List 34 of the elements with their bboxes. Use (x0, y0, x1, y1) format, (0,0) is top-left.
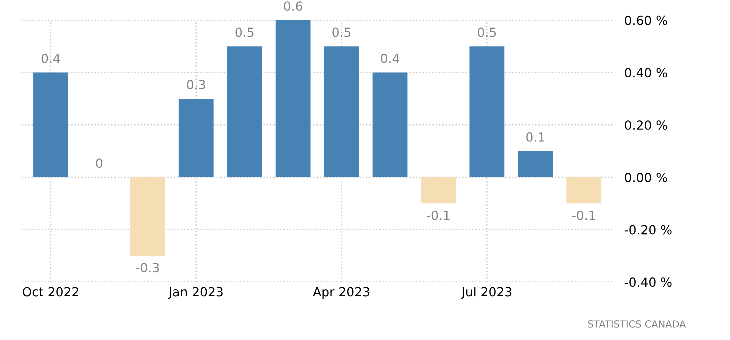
bar (178, 98, 214, 178)
data-label: 0 (96, 158, 103, 168)
data-label: 0.6 (284, 2, 302, 12)
data-label: 0.5 (332, 28, 351, 38)
bar (372, 72, 408, 178)
y-tick-label: 0.00 % (625, 172, 668, 182)
y-tick-label: 0.40 % (625, 68, 668, 78)
data-label: -0.1 (572, 210, 596, 220)
y-tick-label: -0.20 % (624, 225, 672, 235)
data-label: 0.1 (526, 132, 544, 142)
data-label: 0.3 (187, 80, 206, 90)
bar (518, 151, 554, 178)
x-tick-label: Jan 2023 (168, 287, 223, 300)
x-tick-label: Apr 2023 (313, 287, 370, 300)
bar (276, 20, 311, 178)
data-label: 0.5 (236, 28, 254, 38)
text: STATISTICS CANADA (588, 320, 686, 328)
bar (324, 46, 360, 178)
data-label: 0.4 (381, 54, 400, 64)
bar (470, 46, 505, 178)
data-label: 0.4 (42, 54, 60, 64)
y-tick-label: 0.60 % (625, 16, 668, 26)
bar (421, 177, 456, 204)
data-label: -0.3 (136, 263, 160, 273)
bar (227, 46, 262, 178)
y-tick-label: -0.40 % (624, 278, 672, 288)
y-tick-label: 0.20 % (625, 120, 668, 130)
bar (566, 177, 602, 204)
x-tick-label: Jul 2023 (461, 287, 512, 300)
bar (34, 72, 68, 178)
x-tick-label: Oct 2022 (22, 287, 78, 297)
data-label: -0.1 (427, 210, 450, 220)
data-label: 0.5 (478, 28, 496, 38)
bar (130, 177, 166, 256)
